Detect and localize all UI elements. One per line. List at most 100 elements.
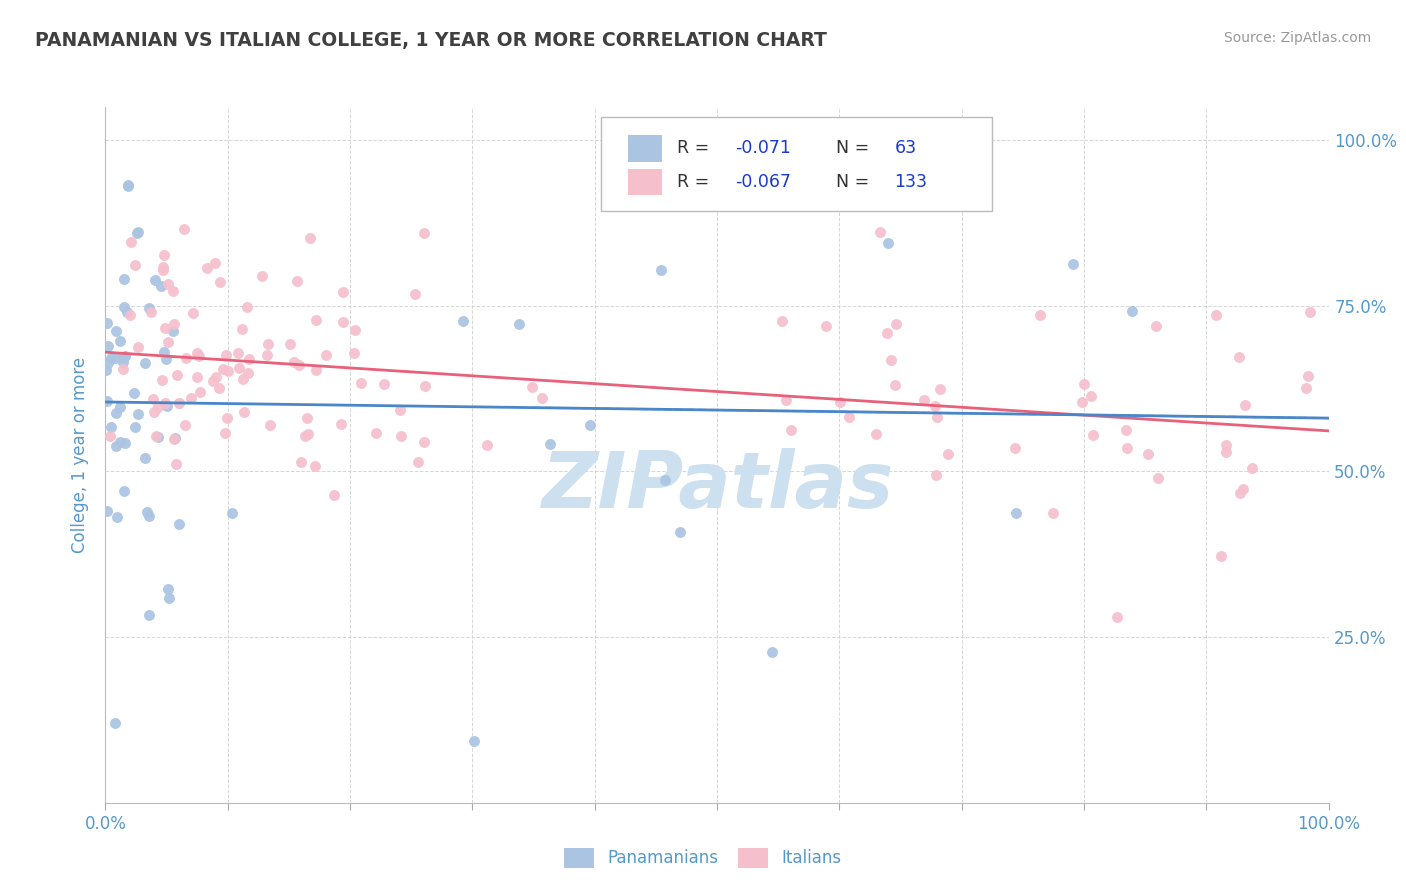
Point (114, 435, 136, 450)
Point (837, 409, 859, 424)
Point (366, 426, 388, 441)
Text: PANAMANIAN VS ITALIAN COLLEGE, 1 YEAR OR MORE CORRELATION CHART: PANAMANIAN VS ITALIAN COLLEGE, 1 YEAR OR… (35, 31, 827, 50)
Point (100, 351, 122, 366)
Point (1070, 395, 1092, 409)
Point (153, 320, 176, 334)
Text: -0.067: -0.067 (735, 173, 792, 191)
Point (186, 346, 208, 360)
Point (1121, 304, 1143, 318)
Point (1215, 438, 1237, 452)
Point (112, 362, 135, 376)
Point (936, 447, 959, 461)
Point (136, 505, 159, 519)
Point (148, 430, 170, 444)
FancyBboxPatch shape (627, 136, 662, 161)
Point (775, 393, 797, 408)
Point (111, 355, 134, 369)
Point (124, 385, 146, 400)
Point (111, 350, 134, 364)
Point (876, 326, 898, 340)
Text: R =: R = (676, 139, 713, 157)
Point (780, 423, 803, 437)
Point (1241, 460, 1264, 475)
Point (520, 380, 543, 394)
Point (1073, 377, 1095, 392)
Point (538, 436, 561, 450)
Point (329, 417, 352, 431)
Point (96, 503, 118, 517)
Point (112, 272, 135, 286)
Point (323, 487, 346, 501)
Text: R =: R = (676, 173, 713, 191)
Point (134, 356, 156, 370)
Point (104, 406, 127, 420)
Point (104, 324, 127, 338)
Y-axis label: College, 1 year or more: College, 1 year or more (72, 357, 90, 553)
Point (1028, 308, 1050, 322)
Point (104, 351, 127, 366)
Point (912, 392, 935, 407)
Point (650, 263, 672, 277)
Point (669, 524, 692, 539)
Point (228, 360, 250, 375)
Point (215, 348, 238, 362)
Point (1062, 257, 1084, 271)
Point (105, 509, 128, 524)
Point (654, 473, 676, 487)
Text: -0.071: -0.071 (735, 139, 792, 157)
Point (865, 426, 887, 441)
Point (169, 396, 191, 410)
FancyBboxPatch shape (627, 169, 662, 195)
Point (173, 221, 195, 235)
Point (761, 645, 783, 659)
Point (233, 405, 256, 419)
Point (152, 262, 174, 277)
Point (883, 377, 905, 392)
Point (127, 225, 149, 239)
Point (373, 376, 395, 391)
Point (475, 437, 498, 451)
Point (404, 287, 426, 301)
Point (221, 506, 243, 520)
Point (232, 372, 254, 386)
Point (231, 322, 253, 336)
Point (259, 418, 281, 433)
Point (150, 373, 173, 387)
Point (153, 248, 176, 262)
Point (100, 420, 122, 434)
Point (104, 439, 127, 453)
Point (814, 319, 837, 334)
Point (305, 363, 328, 377)
Point (148, 401, 170, 415)
Point (145, 429, 167, 443)
Point (114, 349, 136, 363)
Point (96, 316, 118, 330)
Point (215, 410, 238, 425)
Point (463, 734, 485, 748)
Point (579, 418, 602, 433)
FancyBboxPatch shape (600, 118, 993, 211)
Point (112, 483, 135, 498)
Point (201, 374, 224, 388)
Point (250, 268, 273, 283)
Point (96, 394, 118, 409)
Point (110, 400, 132, 414)
Point (156, 335, 179, 350)
Point (155, 351, 177, 366)
Point (388, 403, 411, 417)
Point (195, 260, 218, 275)
Point (925, 410, 948, 425)
Point (236, 366, 259, 380)
Point (1115, 423, 1137, 437)
Point (142, 404, 165, 418)
Point (451, 313, 474, 327)
Point (112, 300, 135, 314)
Point (295, 410, 318, 425)
Point (143, 273, 166, 287)
Point (1115, 441, 1137, 455)
Point (880, 353, 903, 368)
Point (163, 317, 186, 331)
Point (1298, 304, 1320, 318)
Point (127, 407, 149, 421)
Legend: Panamanians, Italians: Panamanians, Italians (557, 841, 849, 875)
